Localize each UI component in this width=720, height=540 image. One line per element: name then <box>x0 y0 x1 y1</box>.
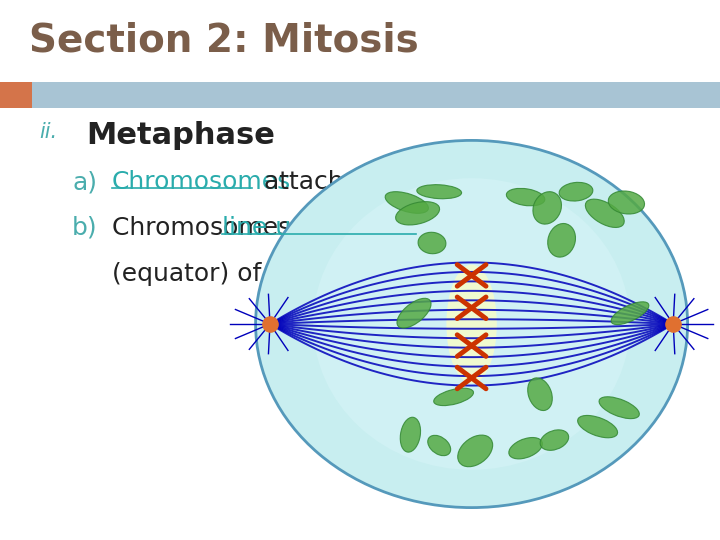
Text: attach to spindle fibers: attach to spindle fibers <box>256 170 553 194</box>
Ellipse shape <box>577 415 618 438</box>
Ellipse shape <box>540 430 569 450</box>
Ellipse shape <box>528 378 552 410</box>
Ellipse shape <box>506 188 545 206</box>
Ellipse shape <box>400 417 420 452</box>
Text: Chromosomes: Chromosomes <box>112 216 299 240</box>
Ellipse shape <box>395 201 440 225</box>
Ellipse shape <box>397 298 431 328</box>
Ellipse shape <box>313 178 630 470</box>
Ellipse shape <box>559 183 593 201</box>
Text: ii.: ii. <box>40 122 58 141</box>
Ellipse shape <box>548 224 575 257</box>
Ellipse shape <box>611 302 649 325</box>
Text: Chromosomes: Chromosomes <box>112 170 291 194</box>
Point <box>667 320 679 328</box>
Ellipse shape <box>433 388 474 406</box>
Ellipse shape <box>385 192 428 213</box>
Text: line up in the middle: line up in the middle <box>222 216 480 240</box>
Ellipse shape <box>256 140 688 508</box>
Ellipse shape <box>599 397 639 418</box>
Text: b): b) <box>72 216 98 240</box>
Ellipse shape <box>585 199 624 227</box>
FancyBboxPatch shape <box>0 82 720 108</box>
Ellipse shape <box>428 435 451 456</box>
Text: Section 2: Mitosis: Section 2: Mitosis <box>29 22 418 59</box>
Text: Metaphase: Metaphase <box>86 122 275 151</box>
Ellipse shape <box>608 191 644 214</box>
Ellipse shape <box>509 437 542 459</box>
Ellipse shape <box>418 232 446 254</box>
Text: (equator) of cell: (equator) of cell <box>112 262 312 286</box>
Ellipse shape <box>458 435 492 467</box>
Ellipse shape <box>446 265 497 383</box>
Ellipse shape <box>417 185 462 199</box>
Point <box>264 320 276 328</box>
FancyBboxPatch shape <box>0 82 32 108</box>
Ellipse shape <box>533 192 562 224</box>
Text: a): a) <box>72 170 97 194</box>
